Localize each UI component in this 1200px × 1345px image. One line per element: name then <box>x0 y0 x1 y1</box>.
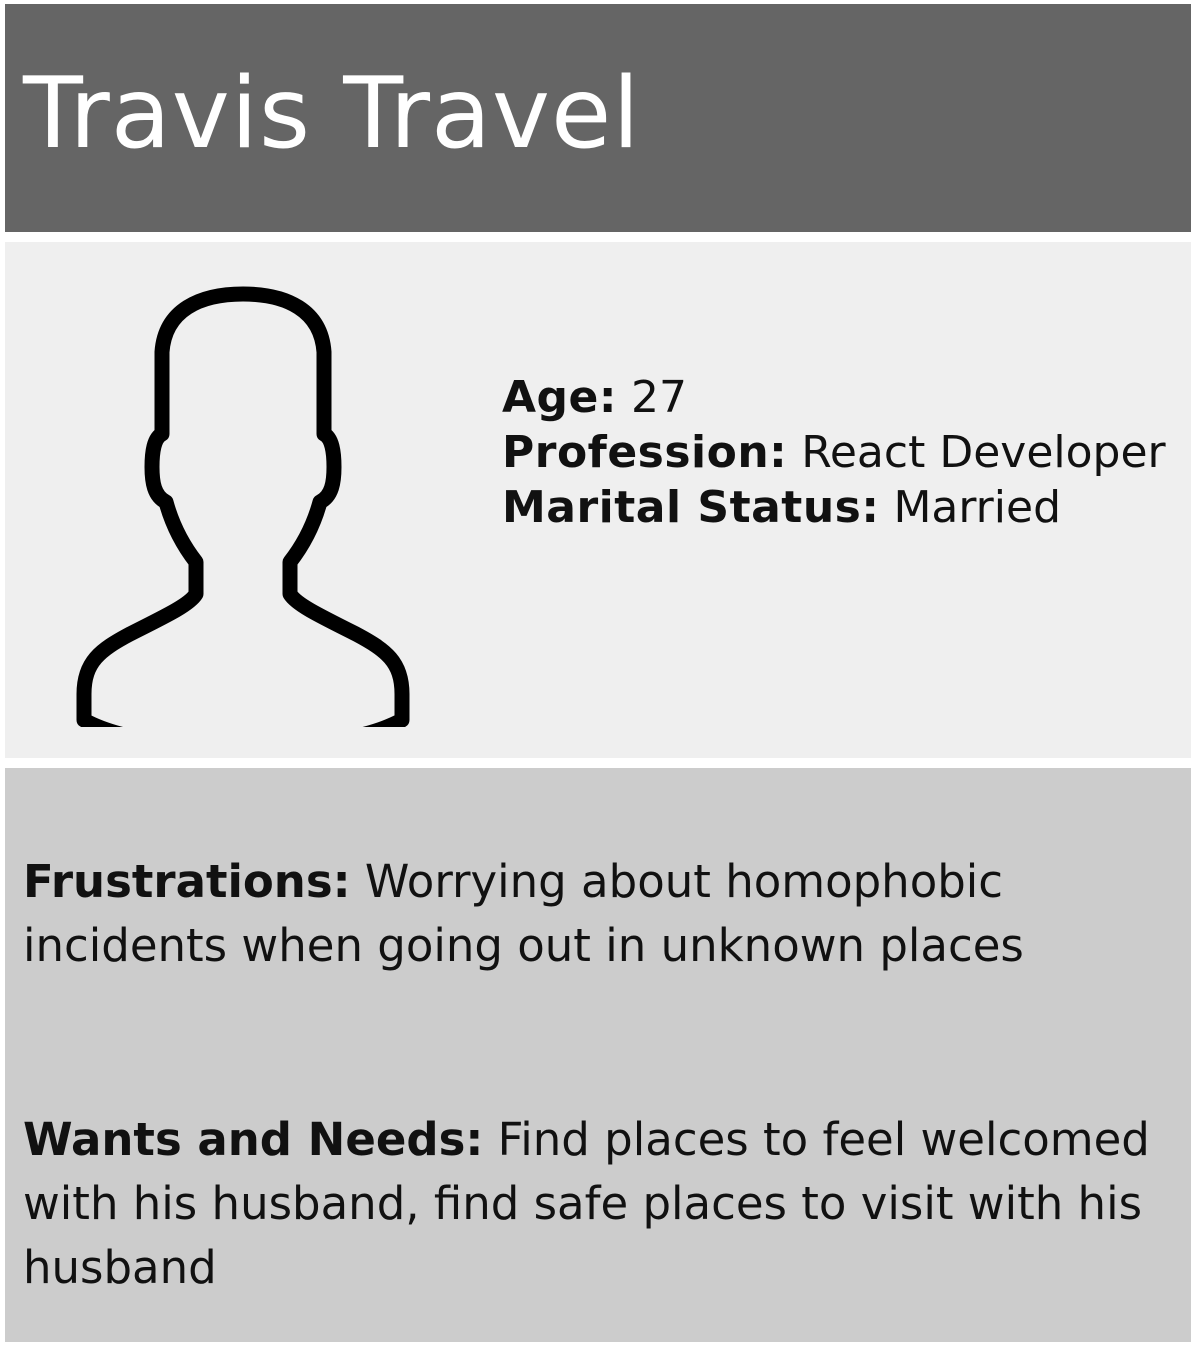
age-value: 27 <box>617 372 687 423</box>
profile-section: Age: 27 Profession: React Developer Mari… <box>5 242 1191 758</box>
profession-fact: Profession: React Developer <box>502 425 1166 480</box>
frustrations-paragraph: Frustrations: Worrying about homophobic … <box>23 850 1173 978</box>
frustrations-text: Worrying about homophobic incidents when… <box>23 855 1024 972</box>
profession-label: Profession: <box>502 427 788 478</box>
details-section: Frustrations: Worrying about homophobic … <box>5 768 1191 1342</box>
persona-title: Travis Travel <box>23 57 641 171</box>
frustrations-label: Frustrations: <box>23 855 351 908</box>
marital-status-fact: Marital Status: Married <box>502 480 1166 535</box>
marital-status-value: Married <box>879 482 1061 533</box>
wants-and-needs-label: Wants and Needs: <box>23 1113 484 1166</box>
person-silhouette-icon <box>70 282 415 727</box>
profession-value: React Developer <box>787 427 1166 478</box>
persona-facts: Age: 27 Profession: React Developer Mari… <box>502 370 1166 535</box>
wants-and-needs-text: Find places to feel welcomed with his hu… <box>23 1113 1150 1294</box>
age-label: Age: <box>502 372 617 423</box>
age-fact: Age: 27 <box>502 370 1166 425</box>
persona-header: Travis Travel <box>5 4 1191 232</box>
marital-status-label: Marital Status: <box>502 482 880 533</box>
wants-and-needs-paragraph: Wants and Needs: Find places to feel wel… <box>23 1108 1173 1300</box>
